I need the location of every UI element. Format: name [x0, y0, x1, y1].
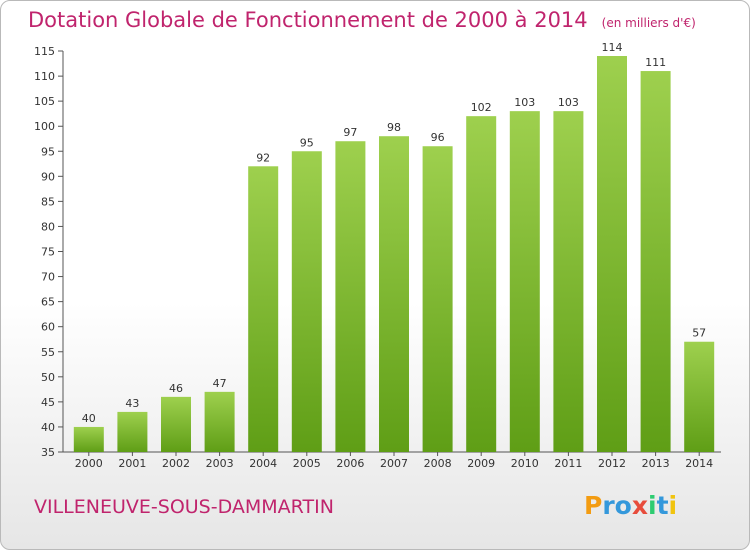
proxiti-logo: Proxiti [584, 491, 677, 520]
logo-letter: i [648, 491, 657, 520]
bar-2006 [335, 141, 366, 452]
chart-subtitle: (en milliers d'€) [601, 16, 696, 30]
bar-2014 [684, 341, 715, 452]
data-label-2014: 57 [692, 327, 706, 340]
x-tick-label-2003: 2003 [206, 457, 234, 470]
x-tick-label-2009: 2009 [467, 457, 495, 470]
bar-2002 [161, 396, 191, 452]
y-tick-label: 75 [41, 246, 55, 259]
x-axis-labels: 2000 2001 2002 2003 2004 2005 2006 2007 2008 2009… [75, 452, 713, 470]
y-tick-label: 55 [41, 346, 55, 359]
bars: 40 43 46 47 92 95 97 98 96 102 103 103 114 111 57 [73, 41, 715, 453]
bar-2012 [597, 56, 627, 452]
data-label-2002: 46 [169, 382, 183, 395]
x-tick-label-2012: 2012 [598, 457, 626, 470]
x-tick-label-2013: 2013 [642, 457, 670, 470]
bar-2008 [422, 146, 453, 453]
bar-2000 [73, 426, 104, 452]
data-label-2011: 103 [558, 96, 579, 109]
y-tick-label: 115 [34, 45, 55, 58]
data-label-2010: 103 [514, 96, 535, 109]
bar-2013 [640, 71, 671, 453]
logo-letter: t [656, 491, 669, 520]
x-tick-label-2008: 2008 [424, 457, 452, 470]
x-tick-label-2005: 2005 [293, 457, 321, 470]
y-tick-label: 105 [34, 95, 55, 108]
data-label-2000: 40 [82, 412, 96, 425]
y-tick-label: 65 [41, 296, 55, 309]
bar-2011 [553, 111, 584, 453]
x-tick-label-2001: 2001 [118, 457, 146, 470]
y-tick-label: 80 [41, 220, 55, 233]
data-label-2005: 95 [300, 136, 314, 149]
y-tick-label: 60 [41, 321, 55, 334]
data-label-2012: 114 [602, 41, 623, 54]
data-label-2013: 111 [645, 56, 666, 69]
y-tick-label: 35 [41, 446, 55, 459]
bar-2009 [466, 116, 497, 452]
bar-2007 [379, 136, 409, 452]
logo-letter: o [614, 491, 632, 520]
y-tick-label: 90 [41, 170, 55, 183]
x-tick-label-2007: 2007 [380, 457, 408, 470]
y-tick-label: 110 [34, 70, 55, 83]
y-axis-ticks: 35 40 45 50 55 60 65 70 75 80 85 90 95 100 105 110 115 [34, 45, 63, 459]
data-label-2001: 43 [125, 397, 139, 410]
y-tick-label: 85 [41, 195, 55, 208]
data-label-2007: 98 [387, 121, 401, 134]
x-tick-label-2004: 2004 [249, 457, 277, 470]
x-tick-label-2006: 2006 [336, 457, 364, 470]
bar-2005 [291, 151, 322, 452]
logo-letter: i [668, 491, 678, 520]
x-tick-label-2000: 2000 [75, 457, 103, 470]
town-name: VILLENEUVE-SOUS-DAMMARTIN [34, 496, 334, 518]
x-tick-label-2002: 2002 [162, 457, 190, 470]
logo-letter: x [631, 491, 648, 520]
y-tick-label: 45 [41, 396, 55, 409]
x-tick-label-2010: 2010 [511, 457, 539, 470]
x-tick-label-2014: 2014 [685, 457, 713, 470]
chart-title: Dotation Globale de Fonctionnement de 20… [28, 8, 696, 32]
bar-2004 [248, 166, 279, 452]
logo-letter: r [602, 491, 615, 520]
chart-title-text: Dotation Globale de Fonctionnement de 20… [28, 8, 588, 32]
bar-2010 [509, 111, 540, 453]
data-label-2003: 47 [213, 377, 227, 390]
bar-2003 [204, 391, 235, 452]
data-label-2006: 97 [343, 126, 357, 139]
data-label-2008: 96 [431, 131, 445, 144]
y-tick-label: 100 [34, 120, 55, 133]
y-tick-label: 50 [41, 371, 55, 384]
y-tick-label: 70 [41, 271, 55, 284]
x-tick-label-2011: 2011 [554, 457, 582, 470]
logo-letter: P [584, 491, 603, 520]
y-tick-label: 40 [41, 421, 55, 434]
data-label-2004: 92 [256, 151, 270, 164]
y-tick-label: 95 [41, 145, 55, 158]
bar-2001 [117, 411, 148, 452]
data-label-2009: 102 [471, 101, 492, 114]
